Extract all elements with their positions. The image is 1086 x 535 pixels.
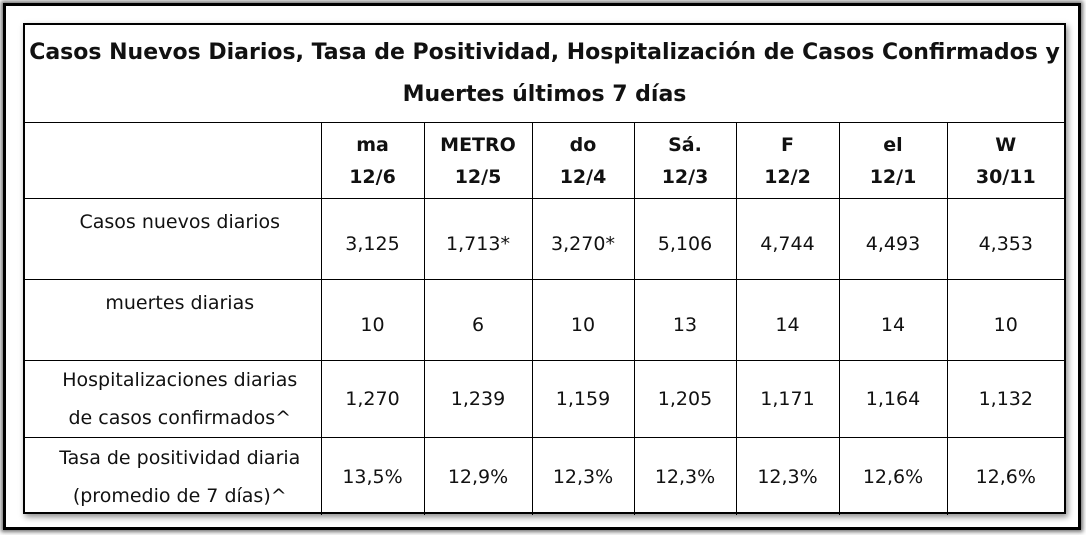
- cell: 10: [531, 279, 635, 361]
- table-row: muertes diarias 10 6 10 13 14 14 10: [25, 279, 1065, 361]
- col-date: 12/4: [559, 165, 607, 188]
- table-title: Casos Nuevos Diarios, Tasa de Positivida…: [25, 25, 1065, 123]
- cell: 10: [946, 279, 1065, 361]
- row-label-line-2: (promedio de 7 días)^: [72, 484, 287, 507]
- col-day: ma: [356, 133, 389, 156]
- table-row: Casos nuevos diarios 3,125 1,713* 3,270*…: [25, 198, 1065, 280]
- col-day: W: [995, 133, 1017, 156]
- col-date: 30/11: [975, 165, 1036, 188]
- outer-frame: Casos Nuevos Diarios, Tasa de Positivida…: [3, 3, 1081, 530]
- cell: 1,159: [531, 360, 635, 438]
- cell-value: 1,713*: [446, 233, 510, 255]
- col-header: W 30/11: [946, 122, 1065, 199]
- col-day: F: [781, 133, 794, 156]
- cell: 4,493: [838, 198, 948, 280]
- cell-value: 12,3%: [552, 465, 614, 488]
- header-row: ma 12/6 METRO 12/5 do 12/4 Sá. 12/3 F 12/2 el…: [25, 122, 1065, 199]
- cell: 4,744: [735, 198, 840, 280]
- cell: 12,6%: [838, 437, 948, 515]
- table-frame: Casos Nuevos Diarios, Tasa de Positivida…: [23, 23, 1066, 515]
- cell-value: 1,164: [865, 388, 921, 410]
- col-header: METRO 12/5: [423, 122, 533, 199]
- cell: 14: [735, 279, 840, 361]
- row-label-line-1: Hospitalizaciones diarias: [62, 369, 298, 391]
- cell: 13,5%: [320, 437, 425, 515]
- cell-value: 4,493: [865, 233, 921, 255]
- col-day: Sá.: [668, 133, 702, 156]
- cell-value: 1,159: [555, 388, 611, 410]
- cell-value: 14: [775, 314, 800, 336]
- cell-value: 13: [672, 314, 698, 336]
- cell: 3,125: [320, 198, 425, 280]
- cell-value: 1,205: [657, 388, 713, 410]
- cell-value: 13,5%: [342, 465, 403, 488]
- col-date: 12/1: [869, 165, 917, 188]
- row-label-line-1: Tasa de positividad diaria: [59, 446, 301, 469]
- cell-value: 3,270*: [551, 233, 615, 255]
- cell: 1,171: [735, 360, 840, 438]
- cell: 12,3%: [633, 437, 737, 515]
- col-date: 12/2: [764, 165, 811, 188]
- cell-value: 14: [880, 314, 906, 336]
- title-line-1: Casos Nuevos Diarios, Tasa de Positivida…: [29, 39, 1060, 65]
- col-day: METRO: [440, 133, 516, 156]
- cell-value: 6: [471, 314, 485, 336]
- col-date: 12/6: [349, 165, 396, 188]
- cell: 4,353: [946, 198, 1065, 280]
- cell-value: 4,744: [760, 233, 815, 255]
- col-day: el: [883, 133, 903, 156]
- covid-table: Casos Nuevos Diarios, Tasa de Positivida…: [25, 25, 1065, 515]
- cell-value: 12,3%: [654, 465, 716, 488]
- row-label: Tasa de positividad diaria (promedio de 7…: [25, 437, 322, 515]
- cell: 1,164: [838, 360, 948, 438]
- cell-value: 1,270: [345, 388, 400, 410]
- title-line-2: Muertes últimos 7 días: [402, 81, 687, 107]
- cell-value: 12,3%: [757, 465, 818, 488]
- cell: 5,106: [633, 198, 737, 280]
- col-header: el 12/1: [838, 122, 948, 199]
- row-label-line-2: de casos confirmados^: [68, 407, 292, 429]
- cell: 1,239: [423, 360, 533, 438]
- cell-value: 10: [993, 314, 1018, 336]
- title-row: Casos Nuevos Diarios, Tasa de Positivida…: [25, 25, 1065, 123]
- cell: 12,6%: [946, 437, 1065, 515]
- col-date: 12/5: [454, 165, 502, 188]
- header-corner: [25, 122, 322, 199]
- table-row: Tasa de positividad diaria (promedio de 7…: [25, 437, 1065, 515]
- cell: 1,205: [633, 360, 737, 438]
- cell-value: 1,239: [450, 388, 506, 410]
- cell-value: 12,6%: [975, 465, 1036, 488]
- col-header: F 12/2: [735, 122, 840, 199]
- cell: 12,9%: [423, 437, 533, 515]
- cell: 12,3%: [531, 437, 635, 515]
- row-label: muertes diarias: [25, 279, 322, 361]
- cell: 3,270*: [531, 198, 635, 280]
- cell-value: 1,171: [760, 388, 815, 410]
- row-label: Casos nuevos diarios: [25, 198, 322, 280]
- cell-value: 3,125: [345, 233, 400, 255]
- cell: 12,3%: [735, 437, 840, 515]
- cell: 6: [423, 279, 533, 361]
- col-header: ma 12/6: [320, 122, 425, 199]
- cell: 1,132: [946, 360, 1065, 438]
- cell-value: 5,106: [657, 233, 713, 255]
- cell-value: 10: [570, 314, 596, 336]
- cell-value: 10: [360, 314, 385, 336]
- col-header: do 12/4: [531, 122, 635, 199]
- cell: 1,270: [320, 360, 425, 438]
- row-label: Hospitalizaciones diarias de casos confir…: [25, 360, 322, 438]
- cell: 14: [838, 279, 948, 361]
- col-day: do: [569, 133, 597, 156]
- cell: 10: [320, 279, 425, 361]
- cell: 1,713*: [423, 198, 533, 280]
- cell-value: 12,6%: [862, 465, 924, 488]
- cell-value: 4,353: [978, 233, 1033, 255]
- table-row: Hospitalizaciones diarias de casos confir…: [25, 360, 1065, 438]
- cell: 13: [633, 279, 737, 361]
- col-header: Sá. 12/3: [633, 122, 737, 199]
- cell-value: 12,9%: [447, 465, 509, 488]
- col-date: 12/3: [661, 165, 709, 188]
- cell-value: 1,132: [978, 388, 1033, 410]
